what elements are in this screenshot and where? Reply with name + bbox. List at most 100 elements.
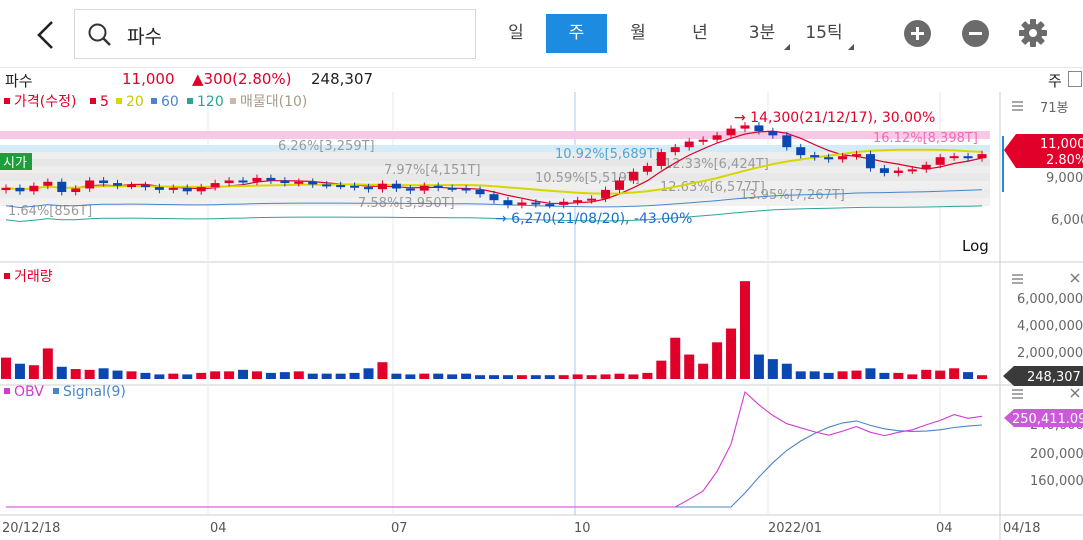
candle-body — [182, 187, 192, 192]
obv-panel-menu-icon[interactable] — [1012, 389, 1023, 399]
volume-bar — [210, 371, 221, 379]
volume-bar — [224, 371, 235, 379]
stock-chart[interactable]: 6.26%[3,259T] 16.12%[8,398T] 10.92%[5,68… — [0, 92, 1083, 540]
volume-bar — [921, 369, 932, 379]
candle-body — [266, 177, 276, 181]
volume-bar — [516, 375, 527, 379]
supply-label: 6.26%[3,259T] — [278, 139, 375, 154]
candle-body — [377, 183, 387, 190]
volume-bar — [502, 375, 513, 379]
volume-bar — [698, 363, 709, 379]
zoom-in-button[interactable] — [904, 20, 931, 47]
tab-15tick[interactable]: 15틱 ◢ — [805, 23, 854, 51]
volume-bar — [712, 342, 723, 379]
back-button[interactable] — [30, 18, 62, 52]
svg-text:6,000,000: 6,000,000 — [1017, 292, 1083, 307]
volume-bar — [377, 362, 388, 379]
tab-day[interactable]: 일 — [508, 23, 524, 43]
legend-signal: Signal(9) — [63, 384, 126, 400]
candle-body — [364, 187, 374, 190]
candle-body — [879, 168, 889, 173]
volume-bar — [265, 372, 276, 379]
candle-body — [754, 125, 764, 132]
low-annotation: → 6,270(21/08/20), -43.00% — [495, 211, 692, 227]
candle-body — [601, 189, 611, 199]
tab-year[interactable]: 년 — [692, 23, 708, 43]
volume-bar — [363, 368, 374, 379]
svg-text:2.80%: 2.80% — [1046, 153, 1083, 168]
search-icon — [88, 23, 111, 46]
supply-label: 12.33%[6,424T] — [664, 157, 769, 172]
obv-lines — [6, 390, 983, 508]
volume-bar — [126, 371, 137, 379]
volume-bar — [753, 354, 764, 379]
volume-y-axis: 6,000,000 4,000,000 2,000,000 — [1017, 292, 1083, 361]
supply-label: 10.59%[5,519T] — [535, 171, 640, 186]
signal-line — [6, 420, 983, 508]
svg-text:160,000: 160,000 — [1030, 474, 1083, 489]
candle-body — [684, 141, 694, 148]
candle-body — [796, 147, 806, 156]
candle-body — [740, 125, 750, 129]
volume-bars — [1, 281, 987, 379]
price-tag: 11,000 2.80% — [1002, 134, 1083, 192]
volume-bar — [56, 366, 67, 379]
volume-bar — [739, 281, 750, 379]
volume-bar — [70, 369, 81, 379]
candle-body — [656, 152, 666, 166]
tab-3min[interactable]: 3분 ◢ — [748, 23, 790, 51]
candle-body — [99, 180, 109, 184]
volume-bar — [335, 373, 346, 379]
supply-zones — [0, 131, 990, 206]
volume-bar — [98, 368, 109, 379]
volume-bar — [168, 373, 179, 379]
svg-text:71봉: 71봉 — [1040, 101, 1069, 116]
svg-text:2,000,000: 2,000,000 — [1017, 346, 1083, 361]
obv-panel-close-icon[interactable] — [1070, 388, 1080, 398]
volume-bar — [809, 371, 820, 379]
svg-text:250,411.09: 250,411.09 — [1012, 412, 1083, 427]
legend-obv: OBV — [14, 384, 44, 400]
volume-panel-close-icon[interactable] — [1070, 273, 1080, 283]
volume-bar — [823, 372, 834, 379]
gear-icon[interactable] — [1018, 18, 1048, 48]
volume-bar — [279, 372, 290, 379]
volume-bar — [572, 374, 583, 379]
volume-bar — [461, 373, 472, 379]
tab-week[interactable]: 주 — [546, 14, 607, 53]
supply-label: 10.92%[5,689T] — [555, 147, 660, 162]
volume-bar — [405, 374, 416, 379]
obv-y-axis: 240,000 200,000 160,000 — [1030, 418, 1083, 489]
volume-legend: 거래량 — [4, 269, 53, 285]
volume-bar — [433, 373, 444, 379]
candle-body — [963, 156, 973, 159]
candle-body — [85, 180, 95, 189]
volume-bar — [977, 375, 987, 379]
candle-body — [43, 181, 53, 186]
volume-bar — [642, 372, 653, 379]
candle-body — [433, 185, 443, 188]
log-scale-label[interactable]: Log — [962, 237, 989, 255]
candle-body — [670, 147, 680, 153]
volume-bar — [670, 337, 681, 379]
zoom-out-button[interactable] — [962, 20, 989, 47]
ma20-line — [5, 148, 983, 195]
dropdown-triangle-icon: ◢ — [847, 42, 854, 51]
legend-ma60: 60 — [161, 94, 179, 110]
side-toggle[interactable] — [1068, 71, 1082, 87]
volume-bar — [307, 373, 318, 379]
candle-body — [559, 201, 569, 205]
volume-bar — [475, 375, 486, 379]
candle-body — [140, 185, 150, 188]
tab-month[interactable]: 월 — [630, 23, 646, 43]
volume-bar — [656, 360, 667, 379]
candle-body — [907, 169, 917, 172]
svg-text:6,000: 6,000 — [1051, 213, 1083, 228]
price-panel-menu-icon[interactable] — [1012, 101, 1023, 111]
volume-panel-menu-icon[interactable] — [1012, 274, 1023, 284]
legend-ma20: 20 — [126, 94, 144, 110]
volume-bar — [140, 372, 151, 379]
volume-bar — [196, 372, 207, 379]
volume-bar — [879, 372, 890, 379]
search-box[interactable]: 파수 — [74, 9, 476, 59]
